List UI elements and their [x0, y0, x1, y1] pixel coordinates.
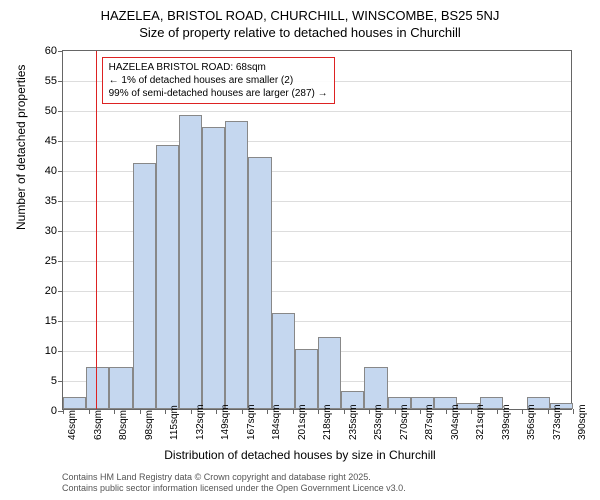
- ytick-label: 45: [27, 135, 57, 147]
- xtick-mark: [573, 409, 574, 414]
- footer-line-2: Contains public sector information licen…: [62, 483, 406, 494]
- xtick-label: 373sqm: [552, 404, 563, 440]
- chart-area: 05101520253035404550556046sqm63sqm80sqm9…: [62, 50, 572, 410]
- xtick-mark: [165, 409, 166, 414]
- ytick-mark: [58, 111, 63, 112]
- xtick-mark: [497, 409, 498, 414]
- xtick-label: 321sqm: [475, 404, 486, 440]
- xtick-mark: [242, 409, 243, 414]
- gridline: [63, 111, 571, 112]
- footer-line-1: Contains HM Land Registry data © Crown c…: [62, 472, 406, 483]
- xtick-mark: [344, 409, 345, 414]
- xtick-label: 184sqm: [271, 404, 282, 440]
- xtick-mark: [216, 409, 217, 414]
- histogram-bar: [318, 337, 341, 409]
- xtick-label: 115sqm: [169, 405, 180, 440]
- ytick-mark: [58, 261, 63, 262]
- xtick-label: 270sqm: [399, 404, 410, 440]
- ytick-mark: [58, 321, 63, 322]
- xtick-label: 218sqm: [322, 404, 333, 440]
- xtick-mark: [293, 409, 294, 414]
- xtick-label: 46sqm: [67, 410, 78, 440]
- ytick-label: 60: [27, 45, 57, 57]
- histogram-bar: [225, 121, 248, 409]
- xtick-mark: [114, 409, 115, 414]
- xtick-mark: [89, 409, 90, 414]
- footer-attribution: Contains HM Land Registry data © Crown c…: [62, 472, 406, 494]
- xtick-label: 339sqm: [501, 404, 512, 440]
- xtick-mark: [446, 409, 447, 414]
- histogram-bar: [156, 145, 179, 409]
- xtick-mark: [471, 409, 472, 414]
- histogram-bar: [63, 397, 86, 409]
- y-axis-label: Number of detached properties: [14, 65, 28, 230]
- histogram-bar: [179, 115, 202, 409]
- xtick-label: 98sqm: [144, 410, 155, 440]
- histogram-bar: [364, 367, 387, 409]
- ytick-mark: [58, 291, 63, 292]
- xtick-mark: [140, 409, 141, 414]
- annotation-box: HAZELEA BRISTOL ROAD: 68sqm← 1% of detac…: [102, 57, 335, 104]
- xtick-mark: [191, 409, 192, 414]
- histogram-bar: [202, 127, 225, 409]
- histogram-bar: [248, 157, 271, 409]
- ytick-mark: [58, 201, 63, 202]
- histogram-bar: [133, 163, 156, 409]
- ytick-mark: [58, 51, 63, 52]
- ytick-mark: [58, 141, 63, 142]
- xtick-label: 63sqm: [93, 410, 104, 440]
- gridline: [63, 141, 571, 142]
- xtick-mark: [369, 409, 370, 414]
- ytick-label: 10: [27, 345, 57, 357]
- ytick-label: 5: [27, 375, 57, 387]
- ytick-label: 15: [27, 315, 57, 327]
- annotation-line-2: ← 1% of detached houses are smaller (2): [109, 74, 328, 87]
- xtick-label: 253sqm: [373, 404, 384, 440]
- ytick-label: 0: [27, 405, 57, 417]
- histogram-bar: [109, 367, 132, 409]
- annotation-line-1: HAZELEA BRISTOL ROAD: 68sqm: [109, 61, 328, 74]
- ytick-label: 55: [27, 75, 57, 87]
- xtick-label: 201sqm: [297, 404, 308, 440]
- xtick-mark: [318, 409, 319, 414]
- ytick-label: 20: [27, 285, 57, 297]
- chart-title: HAZELEA, BRISTOL ROAD, CHURCHILL, WINSCO…: [0, 0, 600, 23]
- xtick-label: 287sqm: [424, 404, 435, 440]
- annotation-line-3: 99% of semi-detached houses are larger (…: [109, 87, 328, 100]
- xtick-label: 80sqm: [118, 410, 129, 440]
- ytick-mark: [58, 231, 63, 232]
- ytick-mark: [58, 171, 63, 172]
- histogram-bar: [295, 349, 318, 409]
- ytick-mark: [58, 351, 63, 352]
- xtick-mark: [395, 409, 396, 414]
- xtick-label: 304sqm: [450, 404, 461, 440]
- plot-region: 05101520253035404550556046sqm63sqm80sqm9…: [62, 50, 572, 410]
- marker-line: [96, 51, 97, 409]
- xtick-mark: [420, 409, 421, 414]
- xtick-label: 390sqm: [577, 404, 588, 440]
- ytick-label: 50: [27, 105, 57, 117]
- ytick-mark: [58, 381, 63, 382]
- xtick-label: 167sqm: [246, 404, 257, 440]
- ytick-label: 30: [27, 225, 57, 237]
- x-axis-label: Distribution of detached houses by size …: [0, 448, 600, 462]
- ytick-label: 25: [27, 255, 57, 267]
- ytick-label: 40: [27, 165, 57, 177]
- ytick-mark: [58, 81, 63, 82]
- xtick-mark: [267, 409, 268, 414]
- xtick-label: 149sqm: [220, 404, 231, 440]
- xtick-mark: [548, 409, 549, 414]
- xtick-label: 132sqm: [195, 404, 206, 440]
- histogram-bar: [272, 313, 295, 409]
- ytick-label: 35: [27, 195, 57, 207]
- xtick-label: 235sqm: [348, 404, 359, 440]
- xtick-label: 356sqm: [526, 404, 537, 440]
- chart-subtitle: Size of property relative to detached ho…: [0, 23, 600, 40]
- histogram-bar: [86, 367, 109, 409]
- xtick-mark: [63, 409, 64, 414]
- xtick-mark: [522, 409, 523, 414]
